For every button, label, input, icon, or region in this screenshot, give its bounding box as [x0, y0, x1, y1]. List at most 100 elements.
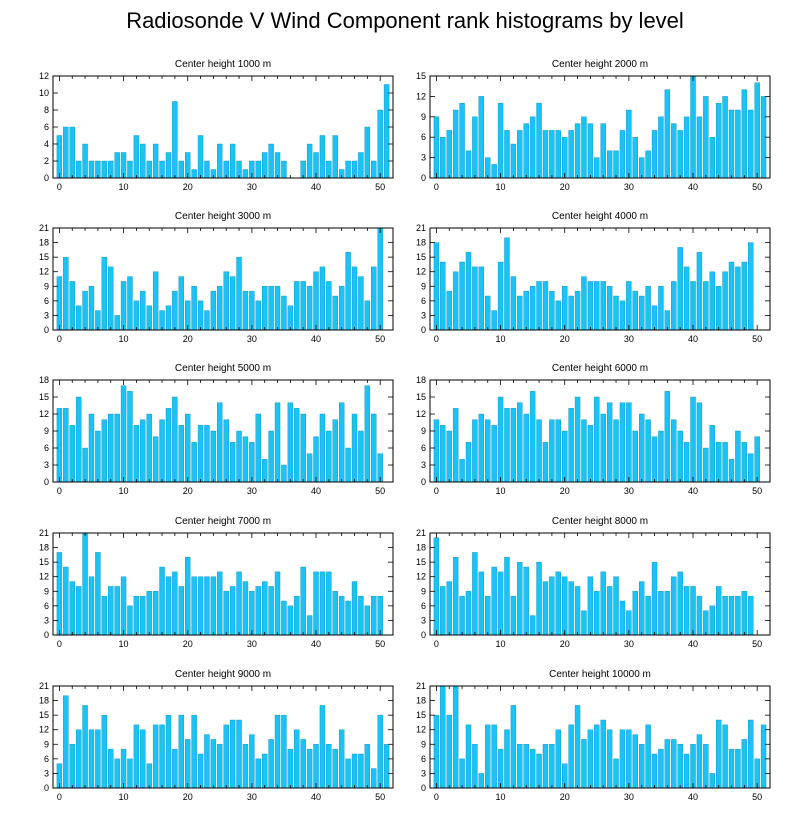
- histogram-bar: [452, 408, 459, 483]
- histogram-bar: [268, 430, 274, 483]
- histogram-bar: [300, 739, 306, 789]
- histogram-bar: [485, 724, 491, 789]
- x-tick-label: 10: [496, 182, 506, 192]
- histogram-bar: [748, 242, 754, 331]
- histogram-bar: [491, 566, 497, 636]
- y-tick-label: 6: [44, 601, 49, 611]
- y-tick-label: 0: [421, 783, 426, 793]
- histogram-bar: [255, 413, 261, 483]
- histogram-bar: [191, 442, 197, 483]
- histogram-bar: [760, 724, 767, 789]
- histogram-bar: [274, 571, 281, 636]
- y-tick-label: 9: [421, 426, 426, 436]
- histogram-bar: [645, 150, 651, 179]
- y-tick-label: 21: [416, 681, 426, 691]
- x-tick-label: 40: [688, 334, 698, 344]
- histogram-bar: [114, 586, 120, 636]
- histogram-bar: [581, 276, 587, 331]
- histogram-bar: [581, 739, 587, 789]
- histogram-bar: [358, 152, 364, 179]
- y-tick-label: 9: [421, 281, 426, 291]
- histogram-bar: [127, 605, 133, 636]
- histogram-bar: [197, 425, 204, 483]
- histogram-bar: [478, 266, 485, 331]
- histogram-bar: [371, 768, 377, 789]
- histogram-bar: [626, 109, 632, 179]
- histogram-bar: [696, 116, 703, 179]
- histogram-bar: [274, 286, 281, 331]
- histogram-bar: [88, 160, 95, 179]
- y-tick-label: 21: [416, 223, 426, 233]
- histogram-bar: [262, 152, 268, 179]
- histogram-bar: [306, 748, 313, 789]
- histogram-bar: [281, 714, 287, 789]
- histogram-bar: [140, 290, 146, 331]
- histogram-bar: [664, 89, 671, 179]
- histogram-panel: Center height 4000 m 0 10 20 30 40 50 0 3 6 9 12 15 1…: [416, 211, 771, 344]
- histogram-bar: [319, 135, 326, 179]
- y-tick-label: 9: [44, 426, 49, 436]
- histogram-bar: [664, 391, 671, 483]
- histogram-bar: [452, 109, 459, 179]
- y-tick-label: 15: [416, 252, 426, 262]
- histogram-bar: [465, 150, 472, 179]
- y-tick-label: 18: [39, 375, 49, 385]
- histogram-bar: [262, 459, 268, 483]
- histogram-bar: [715, 719, 722, 789]
- histogram-bar: [690, 744, 696, 789]
- histogram-bar: [127, 758, 133, 789]
- x-tick-label: 50: [375, 182, 385, 192]
- histogram-bar: [433, 419, 440, 483]
- histogram-bar: [185, 413, 191, 483]
- y-tick-label: 12: [416, 91, 426, 101]
- x-tick-label: 0: [57, 486, 62, 496]
- histogram-bar: [433, 116, 440, 179]
- histogram-bar: [452, 685, 459, 789]
- histogram-bar: [217, 402, 223, 483]
- histogram-bar: [696, 402, 703, 483]
- histogram-bar: [459, 261, 465, 331]
- y-tick-label: 18: [416, 696, 426, 706]
- histogram-bar: [555, 130, 561, 179]
- y-tick-label: 0: [44, 783, 49, 793]
- histogram-bar: [754, 82, 760, 179]
- histogram-bar: [326, 281, 332, 331]
- histogram-bar: [178, 276, 185, 331]
- histogram-bar: [446, 714, 452, 789]
- histogram-bar: [587, 576, 594, 636]
- histogram-bar: [69, 744, 75, 789]
- histogram-bar: [75, 305, 82, 331]
- histogram-bar: [191, 714, 197, 789]
- histogram-bar: [95, 552, 101, 636]
- y-tick-label: 6: [44, 443, 49, 453]
- y-tick-label: 6: [421, 754, 426, 764]
- histogram-bar: [459, 758, 465, 789]
- histogram-bar: [549, 419, 555, 483]
- histogram-bar: [542, 130, 549, 179]
- y-tick-label: 15: [39, 557, 49, 567]
- histogram-bar: [345, 252, 351, 331]
- panel-title: Center height 2000 m: [552, 59, 648, 70]
- histogram-bar: [549, 130, 555, 179]
- histogram-bar: [594, 724, 600, 789]
- histogram-bar: [472, 419, 478, 483]
- histogram-bar: [536, 281, 542, 331]
- histogram-bar: [651, 753, 658, 789]
- y-tick-label: 18: [416, 238, 426, 248]
- histogram-bar: [728, 261, 735, 331]
- y-tick-label: 6: [421, 296, 426, 306]
- histogram-bar: [120, 748, 127, 789]
- histogram-bar: [671, 419, 677, 483]
- histogram-bar: [523, 566, 529, 636]
- histogram-bar: [658, 286, 664, 331]
- histogram-bar: [715, 102, 722, 179]
- histogram-bar: [262, 286, 268, 331]
- x-tick-label: 40: [688, 639, 698, 649]
- histogram-bar: [88, 413, 95, 483]
- histogram-bar: [626, 729, 632, 789]
- histogram-bar: [120, 576, 127, 636]
- histogram-bar: [165, 152, 172, 179]
- histogram-bar: [671, 281, 677, 331]
- histogram-bar: [555, 571, 561, 636]
